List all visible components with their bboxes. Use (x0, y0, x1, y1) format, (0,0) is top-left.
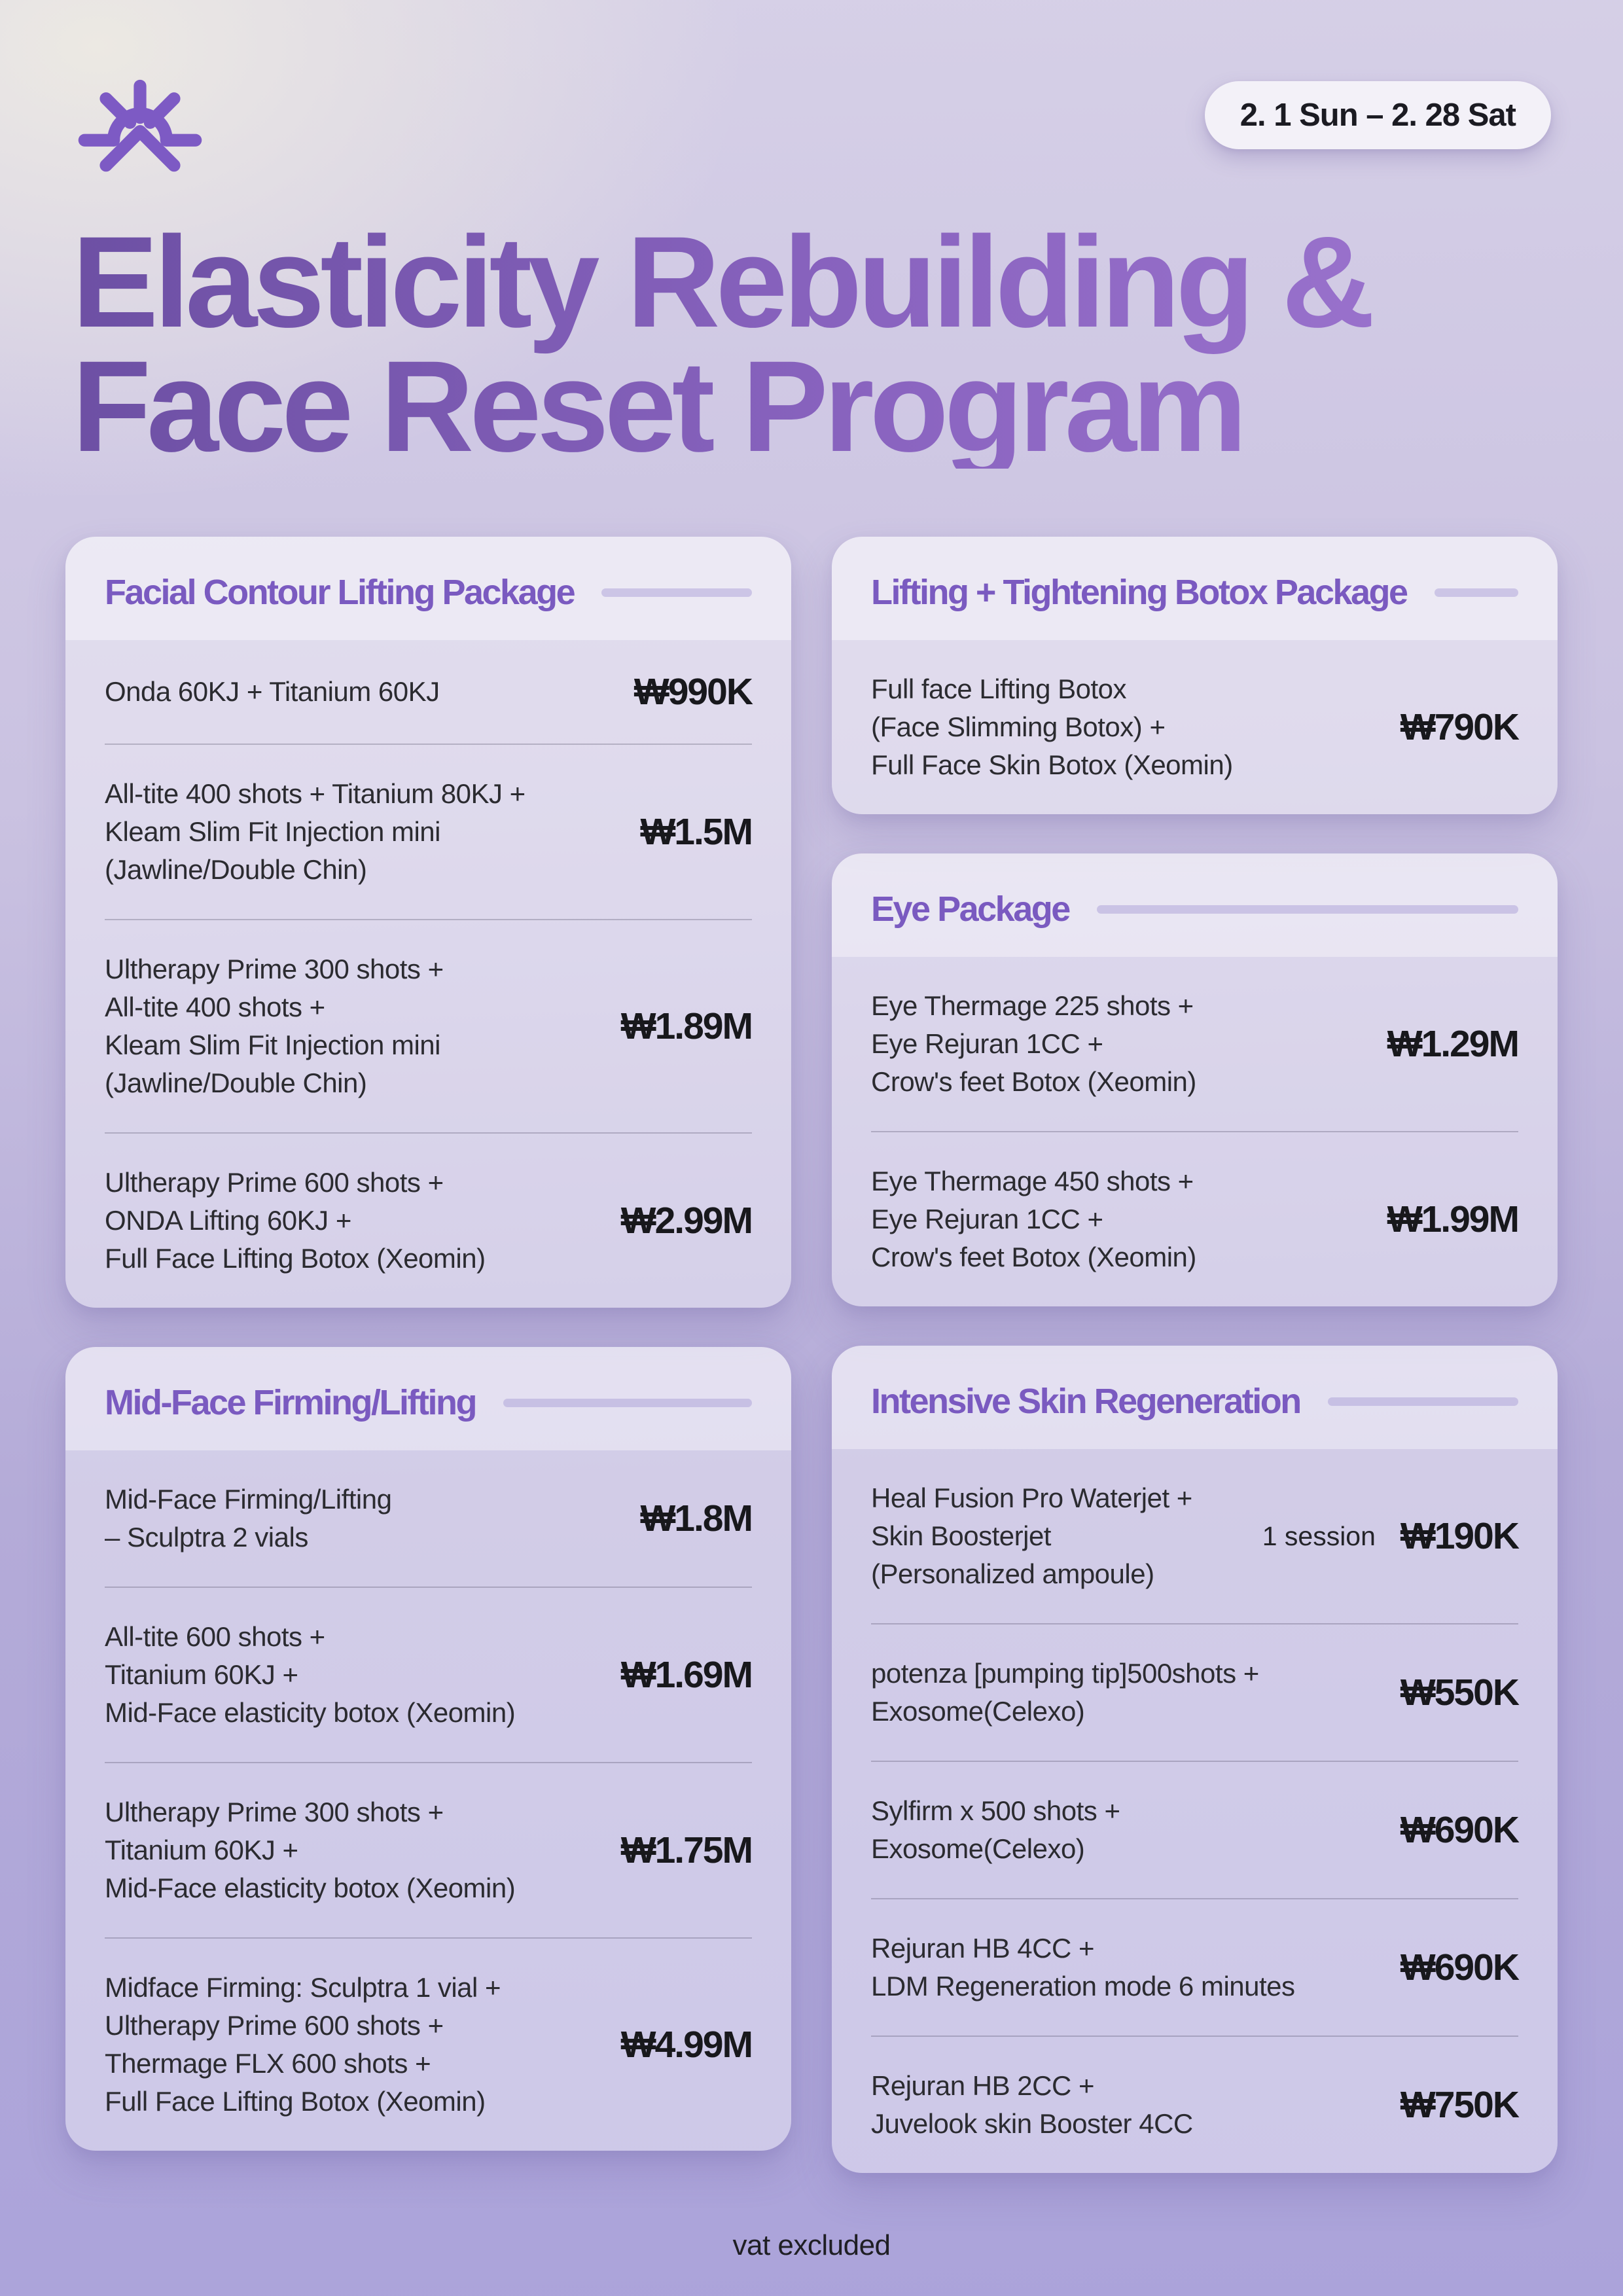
treatment-name: Ultherapy Prime 300 shots + All-tite 400… (105, 954, 444, 1099)
card-header: Eye Package (832, 853, 1558, 958)
page-title-line-2: Face Reset Program (72, 334, 1243, 479)
price-value: ₩4.99M (620, 2024, 753, 2066)
card-body: Full face Lifting Botox (Face Slimming B… (832, 640, 1558, 815)
price-value: ₩1.99M (1387, 1198, 1520, 1241)
card-header: Facial Contour Lifting Package (65, 537, 791, 641)
header-row: 2. 1 Sun – 2. 28 Sat (65, 77, 1558, 177)
treatment-name: potenza [pumping tip]500shots + Exosome(… (871, 1658, 1259, 1727)
session-count: 1 session (1262, 1520, 1376, 1551)
card-title: Facial Contour Lifting Package (105, 573, 576, 613)
price-value: ₩2.99M (620, 1200, 753, 1242)
price-value: ₩690K (1400, 1809, 1520, 1852)
price-list-item: Heal Fusion Pro Waterjet + Skin Boosterj… (871, 1449, 1520, 1623)
card-body: Heal Fusion Pro Waterjet + Skin Boosterj… (832, 1449, 1558, 2174)
treatment-name: Mid-Face Firming/Lifting – Sculptra 2 vi… (105, 1484, 392, 1553)
price-list-item: Mid-Face Firming/Lifting – Sculptra 2 vi… (105, 1450, 753, 1587)
price-list-item: Eye Thermage 225 shots + Eye Rejuran 1CC… (871, 957, 1520, 1131)
accent-line (1434, 588, 1518, 597)
price-list-item: Onda 60KJ + Titanium 60KJ ₩990K (105, 640, 753, 744)
card-facial-contour: Facial Contour Lifting Package Onda 60KJ … (65, 537, 791, 1308)
card-eye-package: Eye Package Eye Thermage 225 shots + Eye … (832, 853, 1558, 1307)
price-list-item: Ultherapy Prime 300 shots + All-tite 400… (105, 919, 753, 1132)
card-body: Eye Thermage 225 shots + Eye Rejuran 1CC… (832, 957, 1558, 1307)
card-header: Lifting + Tightening Botox Package (832, 537, 1558, 641)
price-list-item: Rejuran HB 4CC + LDM Regeneration mode 6… (871, 1898, 1520, 2036)
card-header: Intensive Skin Regeneration (832, 1346, 1558, 1450)
treatment-name: Ultherapy Prime 600 shots + ONDA Lifting… (105, 1167, 486, 1274)
price-list-item: Ultherapy Prime 300 shots + Titanium 60K… (105, 1762, 753, 1937)
price-list-item: potenza [pumping tip]500shots + Exosome(… (871, 1623, 1520, 1761)
left-column: Facial Contour Lifting Package Onda 60KJ … (65, 537, 791, 2151)
card-skin-regen: Intensive Skin Regeneration Heal Fusion P… (832, 1346, 1558, 2174)
price-list-item: Full face Lifting Botox (Face Slimming B… (871, 640, 1520, 814)
accent-line (1327, 1397, 1518, 1406)
vat-note: vat excluded (732, 2229, 891, 2262)
clinic-logo-icon (78, 79, 202, 172)
price-value: ₩750K (1400, 2084, 1520, 2126)
card-body: Onda 60KJ + Titanium 60KJ ₩990K All-tite 4… (65, 640, 791, 1308)
price-list-item: All-tite 400 shots + Titanium 80KJ + Kle… (105, 744, 753, 919)
price-value: ₩1.29M (1387, 1023, 1520, 1066)
price-value: ₩1.69M (620, 1654, 753, 1696)
treatment-name: Eye Thermage 450 shots + Eye Rejuran 1CC… (871, 1166, 1196, 1273)
price-list-item: Rejuran HB 2CC + Juvelook skin Booster 4… (871, 2036, 1520, 2173)
price-list-item: Midface Firming: Sculptra 1 vial + Ulthe… (105, 1937, 753, 2151)
card-title: Eye Package (871, 889, 1071, 929)
card-header: Mid-Face Firming/Lifting (65, 1347, 791, 1451)
logo-arch (107, 107, 173, 147)
price-value: ₩1.75M (620, 1829, 753, 1872)
price-value: ₩1.89M (620, 1005, 753, 1048)
price-list-item: Ultherapy Prime 600 shots + ONDA Lifting… (105, 1132, 753, 1308)
price-value: ₩1.5M (640, 811, 753, 853)
page-title-line-1: Elasticity Rebuilding & (72, 209, 1371, 354)
price-value: ₩190K (1400, 1515, 1520, 1558)
price-value: ₩990K (633, 671, 753, 713)
accent-line (1096, 905, 1518, 914)
card-mid-face: Mid-Face Firming/Lifting Mid-Face Firming… (65, 1347, 791, 2151)
treatment-name: Rejuran HB 4CC + LDM Regeneration mode 6… (871, 1933, 1295, 2002)
price-value: ₩550K (1400, 1672, 1520, 1714)
card-title: Lifting + Tightening Botox Package (871, 573, 1408, 613)
card-body: Mid-Face Firming/Lifting – Sculptra 2 vi… (65, 1450, 791, 2151)
card-columns: Facial Contour Lifting Package Onda 60KJ … (65, 537, 1558, 2174)
accent-line (503, 1398, 752, 1407)
card-botox-package: Lifting + Tightening Botox Package Full f… (832, 537, 1558, 815)
treatment-name: All-tite 400 shots + Titanium 80KJ + Kle… (105, 778, 526, 886)
price-list-item: All-tite 600 shots + Titanium 60KJ + Mid… (105, 1587, 753, 1762)
accent-line (601, 588, 752, 597)
treatment-name: Full face Lifting Botox (Face Slimming B… (871, 673, 1233, 781)
treatment-name: Rejuran HB 2CC + Juvelook skin Booster 4… (871, 2070, 1193, 2140)
right-column: Lifting + Tightening Botox Package Full f… (832, 537, 1558, 2174)
price-value: ₩1.8M (640, 1498, 753, 1540)
price-list-item: Eye Thermage 450 shots + Eye Rejuran 1CC… (871, 1131, 1520, 1306)
price-value: ₩690K (1400, 1946, 1520, 1989)
date-range-badge: 2. 1 Sun – 2. 28 Sat (1204, 81, 1551, 149)
card-title: Intensive Skin Regeneration (871, 1382, 1302, 1422)
card-title: Mid-Face Firming/Lifting (105, 1383, 477, 1423)
treatment-name: Eye Thermage 225 shots + Eye Rejuran 1CC… (871, 990, 1196, 1098)
treatment-name: All-tite 600 shots + Titanium 60KJ + Mid… (105, 1621, 516, 1729)
treatment-name: Sylfirm x 500 shots + Exosome(Celexo) (871, 1795, 1120, 1865)
treatment-name: Heal Fusion Pro Waterjet + Skin Boosterj… (871, 1482, 1192, 1590)
treatment-name: Midface Firming: Sculptra 1 vial + Ulthe… (105, 1972, 501, 2117)
logo-chevron (99, 125, 181, 172)
page-title: Elasticity Rebuilding & Face Reset Progr… (72, 220, 1558, 469)
treatment-name: Onda 60KJ + Titanium 60KJ (105, 676, 440, 708)
price-value: ₩790K (1400, 706, 1520, 749)
price-list-item: Sylfirm x 500 shots + Exosome(Celexo) ₩69… (871, 1761, 1520, 1898)
treatment-name: Ultherapy Prime 300 shots + Titanium 60K… (105, 1797, 516, 1904)
